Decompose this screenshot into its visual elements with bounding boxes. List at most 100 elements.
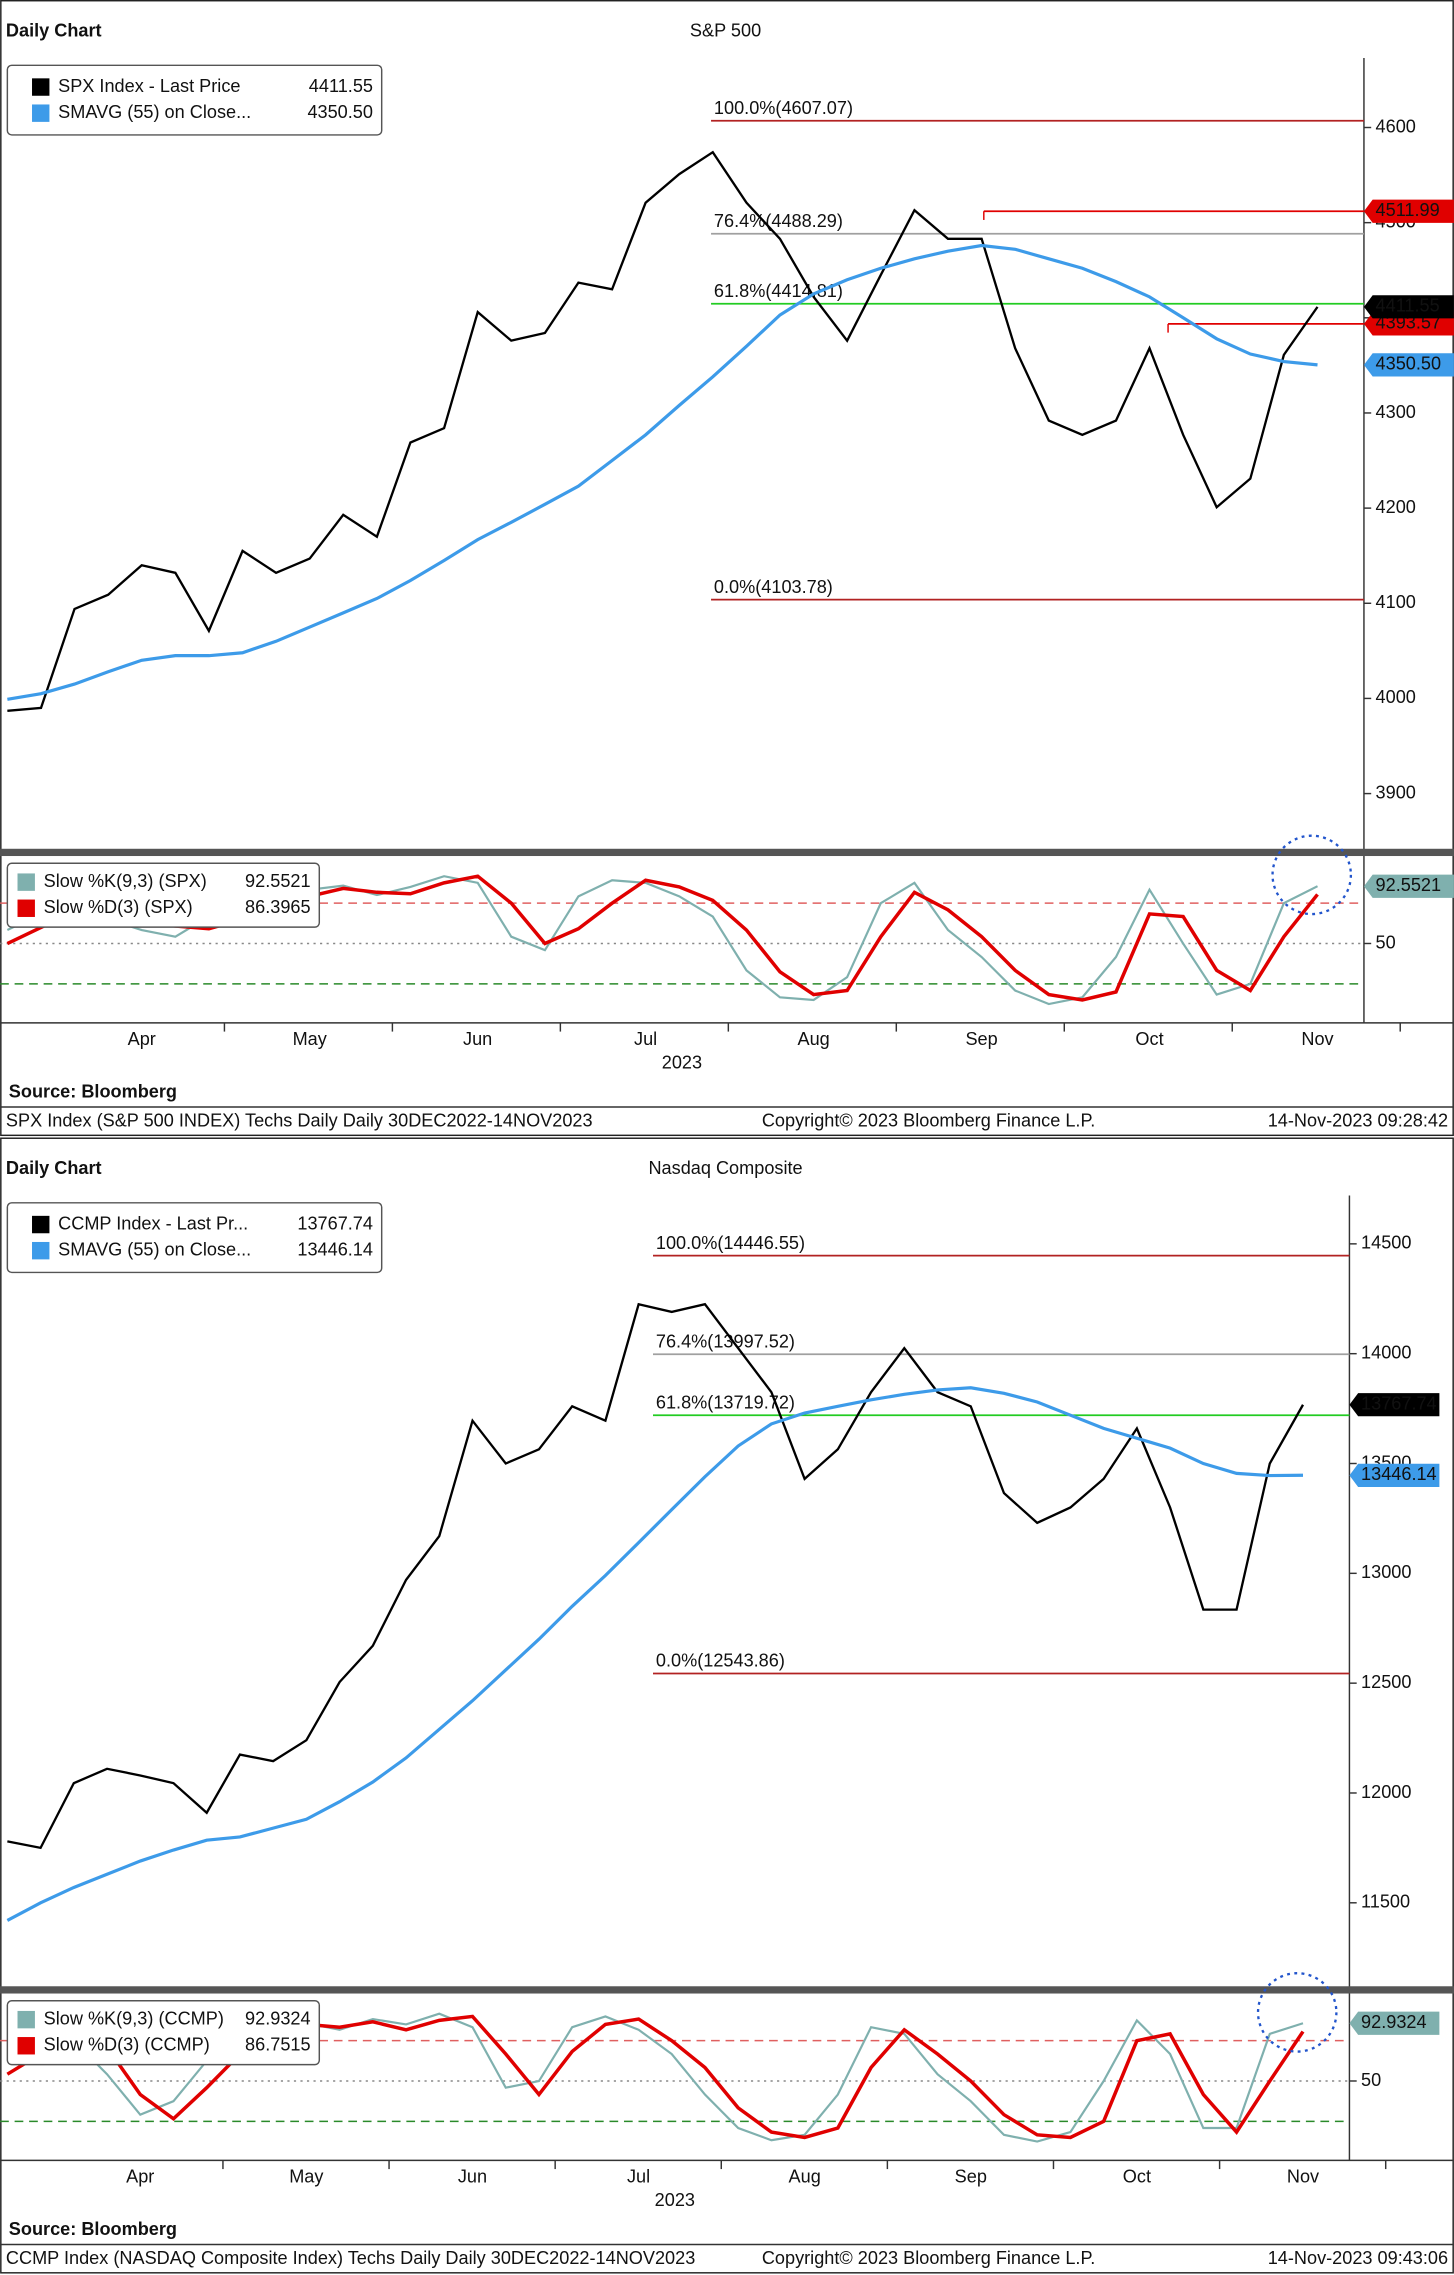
y-tick-label: 12000: [1361, 1782, 1411, 1802]
y-tick-label: 4600: [1376, 116, 1416, 136]
legend-value: 13446.14: [297, 1239, 373, 1259]
stochastic-tag-label: 92.5521: [1376, 875, 1442, 895]
stochastic-legend-box: [6, 2000, 321, 2066]
legend-label: Slow %K(9,3) (SPX): [44, 871, 207, 891]
legend-label: Slow %K(9,3) (CCMP): [44, 2008, 224, 2028]
stochastic-line: [6, 2014, 1305, 2140]
panel-border: [0, 1137, 1454, 2274]
footer-text: CCMP Index (NASDAQ Composite Index) Tech…: [6, 2248, 695, 2268]
source-note: Source: Bloomberg: [9, 2219, 177, 2239]
legend-label: Slow %D(3) (CCMP): [44, 2035, 210, 2055]
stochastic-tag-label: 92.9324: [1361, 2012, 1427, 2032]
footer-text: SPX Index (S&P 500 INDEX) Techs Daily Da…: [6, 1110, 593, 1130]
fib-label: 76.4%(4488.29): [714, 211, 843, 231]
highlight-circle: [1256, 1972, 1338, 2053]
x-tick-label: Aug: [797, 1029, 829, 1049]
moving-average-line: [6, 1386, 1304, 1922]
x-tick-label: May: [289, 2167, 324, 2187]
x-tick-label: May: [293, 1029, 328, 1049]
legend-swatch: [17, 873, 35, 891]
x-tick-label: Nov: [1287, 2167, 1319, 2187]
stochastic-tag: [1349, 2011, 1440, 2035]
y-tick-label: 4300: [1376, 402, 1416, 422]
price-tag: [1363, 199, 1454, 223]
footer-text: 14-Nov-2023 09:28:42: [1268, 1110, 1448, 1130]
panel-separator: [0, 1986, 1454, 1994]
x-tick-label: Oct: [1123, 2167, 1151, 2187]
x-tick-label: Jun: [458, 2167, 487, 2187]
last-value-tag: [1349, 1463, 1440, 1487]
x-tick-label: Jul: [634, 1029, 657, 1049]
y-tick-label: 50: [1361, 2070, 1381, 2090]
x-tick-label: Sep: [955, 2167, 987, 2187]
x-tick-label: Jul: [627, 2167, 650, 2187]
legend-label: Slow %D(3) (SPX): [44, 897, 193, 917]
y-tick-label: 11500: [1361, 1892, 1410, 1912]
legend-swatch: [32, 78, 50, 96]
fib-label: 100.0%(4607.07): [714, 98, 853, 118]
legend-value: 4350.50: [307, 102, 373, 122]
panel-border: [0, 0, 1454, 1137]
x-tick-label: Nov: [1301, 1029, 1333, 1049]
legend-label: CCMP Index - Last Pr...: [58, 1213, 248, 1233]
moving-average-line: [7, 243, 1318, 701]
x-tick-label: Sep: [965, 1029, 997, 1049]
panel-header: Daily Chart: [6, 1158, 102, 1178]
price-line: [7, 150, 1319, 712]
chart-title: S&P 500: [690, 21, 761, 41]
legend-label: SPX Index - Last Price: [58, 76, 240, 96]
legend-value: 92.9324: [245, 2008, 311, 2028]
legend-swatch: [32, 1215, 50, 1234]
legend-label: SMAVG (55) on Close...: [58, 102, 251, 122]
highlight-circle: [1271, 834, 1353, 916]
legend-swatch: [17, 2037, 35, 2055]
y-tick-label: 4000: [1376, 687, 1416, 707]
legend-value: 86.3965: [245, 897, 311, 917]
legend-swatch: [32, 104, 50, 122]
footer-text: Copyright© 2023 Bloomberg Finance L.P.: [762, 2248, 1095, 2268]
legend-swatch: [17, 2010, 35, 2029]
last-value-tag: [1349, 1393, 1440, 1417]
legend-value: 4411.55: [309, 76, 373, 96]
x-tick-label: Aug: [789, 2167, 821, 2187]
last-value-label: 13446.14: [1361, 1464, 1437, 1484]
x-tick-label: Apr: [128, 1029, 156, 1049]
x-tick-label: Jun: [463, 1029, 492, 1049]
legend-swatch: [32, 1241, 50, 1260]
y-tick-label: 4200: [1376, 497, 1416, 517]
x-tick-label: Oct: [1135, 1029, 1163, 1049]
panel-separator: [0, 848, 1454, 857]
stochastic-tag: [1363, 874, 1454, 898]
fib-label: 100.0%(14446.55): [656, 1233, 805, 1253]
last-value-tag: [1363, 353, 1454, 377]
x-tick-label: Apr: [126, 2167, 154, 2187]
fib-label: 0.0%(12543.86): [656, 1651, 785, 1671]
last-value-label: 13767.74: [1361, 1393, 1437, 1413]
price-tag-label: 4511.99: [1376, 200, 1440, 220]
fib-label: 0.0%(4103.78): [714, 577, 833, 597]
legend-value: 13767.74: [297, 1213, 373, 1233]
y-tick-label: 3900: [1376, 782, 1416, 802]
y-tick-label: 50: [1376, 932, 1396, 952]
panel-header: Daily Chart: [6, 21, 102, 41]
footer-text: Copyright© 2023 Bloomberg Finance L.P.: [762, 1110, 1095, 1130]
y-tick-label: 13000: [1361, 1562, 1411, 1582]
last-value-label: 4411.55: [1376, 296, 1440, 316]
fib-label: 61.8%(13719.72): [656, 1392, 795, 1412]
stochastic-legend-box: [6, 862, 321, 928]
chart-title: Nasdaq Composite: [648, 1158, 802, 1178]
last-value-tag: [1363, 295, 1454, 319]
legend-swatch: [17, 899, 35, 917]
x-axis-label: 2023: [655, 2190, 695, 2210]
footer-text: 14-Nov-2023 09:43:06: [1268, 2248, 1448, 2268]
y-tick-label: 12500: [1361, 1672, 1411, 1692]
legend-label: SMAVG (55) on Close...: [58, 1239, 251, 1259]
legend-box: [6, 64, 383, 136]
legend-box: [6, 1202, 383, 1274]
x-axis-label: 2023: [662, 1052, 702, 1072]
last-value-label: 4350.50: [1376, 354, 1442, 374]
price-line: [7, 1302, 1305, 1850]
legend-value: 92.5521: [245, 871, 311, 891]
